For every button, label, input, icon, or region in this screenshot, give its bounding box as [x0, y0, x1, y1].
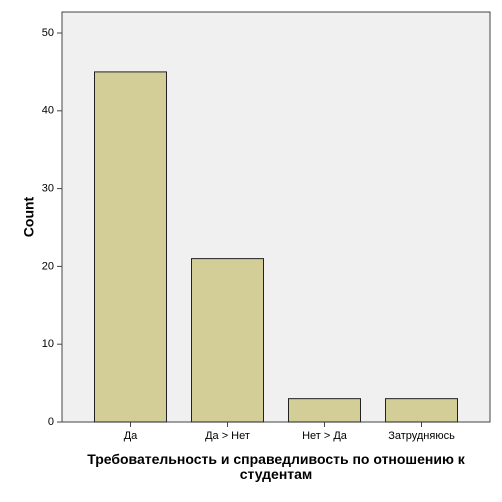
bar	[385, 398, 458, 423]
y-tick-label: 30	[42, 183, 54, 195]
y-tick-label: 0	[48, 416, 54, 428]
y-axis-title: Count	[21, 196, 37, 237]
bar	[288, 398, 361, 423]
y-tick-label: 20	[42, 260, 54, 272]
y-tick-label: 10	[42, 338, 54, 350]
x-tick-label: Нет > Да	[302, 430, 348, 442]
x-tick-label: Да > Нет	[205, 430, 250, 442]
bar	[191, 258, 264, 423]
bar	[94, 71, 167, 423]
x-tick-label: Да	[124, 430, 138, 442]
x-tick-label: Затрудняюсь	[388, 430, 455, 442]
y-tick-label: 50	[42, 27, 54, 39]
y-tick-label: 40	[42, 105, 54, 117]
x-axis-title: Требовательность и справедливость по отн…	[87, 451, 465, 482]
